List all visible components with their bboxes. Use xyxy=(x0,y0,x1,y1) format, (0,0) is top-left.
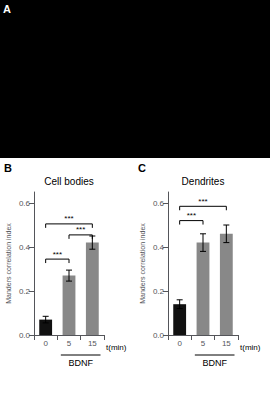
svg-text:BDNF: BDNF xyxy=(202,358,227,368)
svg-text:BDNF: BDNF xyxy=(68,358,93,368)
svg-text:0.6: 0.6 xyxy=(153,199,165,208)
svg-text:A: A xyxy=(3,3,11,15)
svg-text:0.2: 0.2 xyxy=(153,287,165,296)
svg-text:5: 5 xyxy=(201,339,206,348)
svg-text:t(min): t(min) xyxy=(240,343,261,352)
svg-text:15: 15 xyxy=(88,339,97,348)
svg-text:0.0: 0.0 xyxy=(153,331,165,340)
svg-text:0.0: 0.0 xyxy=(19,331,31,340)
svg-text:Cell bodies: Cell bodies xyxy=(44,176,93,187)
svg-text:C: C xyxy=(138,162,146,174)
svg-text:***: *** xyxy=(53,250,62,259)
svg-text:0: 0 xyxy=(177,339,182,348)
svg-text:***: *** xyxy=(187,211,196,220)
svg-text:0.6: 0.6 xyxy=(19,199,31,208)
svg-text:0.2: 0.2 xyxy=(19,287,31,296)
svg-text:0.4: 0.4 xyxy=(153,243,165,252)
svg-text:5: 5 xyxy=(67,339,72,348)
svg-text:Manders correlation index: Manders correlation index xyxy=(139,223,146,304)
svg-text:t(min): t(min) xyxy=(106,343,127,352)
svg-text:15: 15 xyxy=(222,339,231,348)
svg-text:Manders correlation index: Manders correlation index xyxy=(5,223,12,304)
svg-text:***: *** xyxy=(64,214,73,223)
svg-text:0.4: 0.4 xyxy=(19,243,31,252)
svg-text:B: B xyxy=(4,162,12,174)
svg-text:***: *** xyxy=(198,197,207,206)
svg-text:0: 0 xyxy=(43,339,48,348)
svg-text:Dendrites: Dendrites xyxy=(182,176,225,187)
svg-text:***: *** xyxy=(76,225,85,234)
